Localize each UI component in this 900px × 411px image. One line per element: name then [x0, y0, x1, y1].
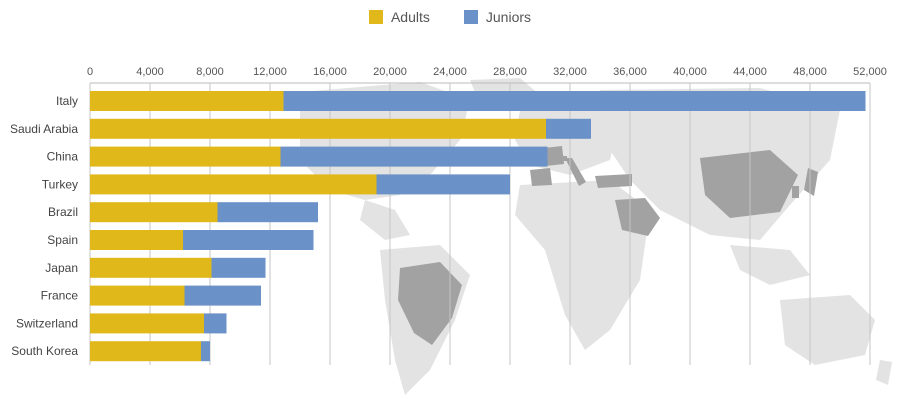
china-shape — [700, 150, 798, 218]
bar-juniors-france[interactable] — [184, 285, 262, 306]
legend: Adults Juniors — [0, 9, 900, 25]
x-tick-label: 20,000 — [373, 66, 407, 78]
highlighted-countries — [398, 146, 818, 345]
spain-shape — [530, 168, 552, 186]
bar-juniors-china[interactable] — [280, 146, 548, 167]
legend-item-juniors[interactable]: Juniors — [463, 9, 532, 25]
bar-juniors-switzerland[interactable] — [204, 313, 227, 334]
x-tick-label: 28,000 — [493, 66, 527, 78]
category-label: Brazil — [48, 205, 78, 219]
x-tick-label: 8,000 — [196, 66, 224, 78]
turkey-shape — [595, 174, 632, 188]
x-axis-ticks: 0 4,000 8,000 12,000 16,000 20,000 24,000 28,00… — [87, 66, 887, 78]
france-shape — [544, 146, 564, 166]
x-tick-label: 4,000 — [136, 66, 164, 78]
bar-adults-saudi-arabia[interactable] — [90, 118, 546, 139]
africa-shape — [515, 180, 650, 350]
new-zealand-shape — [876, 360, 892, 385]
bar-juniors-japan[interactable] — [211, 257, 266, 278]
legend-item-adults[interactable]: Adults — [368, 9, 430, 25]
x-tick-label: 24,000 — [433, 66, 467, 78]
category-label: South Korea — [11, 344, 78, 358]
japan-shape — [804, 168, 818, 196]
legend-label-adults: Adults — [390, 9, 430, 25]
north-america-shape — [300, 82, 470, 200]
bar-juniors-spain[interactable] — [183, 230, 314, 250]
bars — [90, 91, 866, 362]
bar-juniors-brazil[interactable] — [217, 202, 319, 223]
central-america-shape — [360, 200, 410, 240]
x-tick-label: 12,000 — [253, 66, 287, 78]
category-label: Turkey — [42, 177, 78, 191]
southeast-asia-shape — [730, 245, 810, 285]
x-tick-label: 48,000 — [793, 66, 827, 78]
x-tick-label: 44,000 — [733, 66, 767, 78]
category-label: Spain — [47, 233, 78, 247]
brazil-shape — [398, 262, 462, 345]
bar-adults-italy[interactable] — [90, 91, 284, 111]
category-label: France — [41, 289, 79, 303]
category-label: Japan — [45, 261, 78, 275]
category-label: Saudi Arabia — [10, 122, 78, 136]
bar-juniors-italy[interactable] — [283, 91, 866, 111]
x-tick-label: 32,000 — [553, 66, 587, 78]
bar-adults-china[interactable] — [90, 146, 281, 167]
bar-adults-brazil[interactable] — [90, 202, 218, 223]
x-tick-label: 52,000 — [853, 66, 887, 78]
australia-shape — [780, 295, 875, 365]
category-label: China — [47, 150, 79, 164]
korea-shape — [792, 186, 799, 198]
bar-juniors-saudi-arabia[interactable] — [546, 118, 591, 139]
bar-adults-spain[interactable] — [90, 230, 183, 250]
juniors-swatch — [463, 10, 478, 24]
category-label: Italy — [56, 94, 78, 108]
bar-adults-japan[interactable] — [90, 257, 212, 278]
switzerland-shape — [560, 156, 567, 161]
x-tick-label: 36,000 — [613, 66, 647, 78]
saudi-arabia-shape — [615, 198, 660, 236]
bar-juniors-turkey[interactable] — [376, 174, 511, 195]
bar-adults-turkey[interactable] — [90, 174, 377, 195]
bar-adults-france[interactable] — [90, 285, 185, 306]
bar-juniors-south-korea[interactable] — [201, 341, 210, 362]
legend-label-juniors: Juniors — [485, 9, 532, 25]
category-label: Switzerland — [16, 316, 78, 330]
x-tick-label: 40,000 — [673, 66, 707, 78]
bar-adults-south-korea[interactable] — [90, 341, 201, 362]
x-tick-label: 0 — [87, 66, 93, 78]
x-tick-label: 16,000 — [313, 66, 347, 78]
category-labels: Italy Saudi Arabia China Turkey Brazil Spain J… — [10, 94, 78, 358]
bar-adults-switzerland[interactable] — [90, 313, 204, 334]
adults-swatch — [368, 10, 383, 24]
